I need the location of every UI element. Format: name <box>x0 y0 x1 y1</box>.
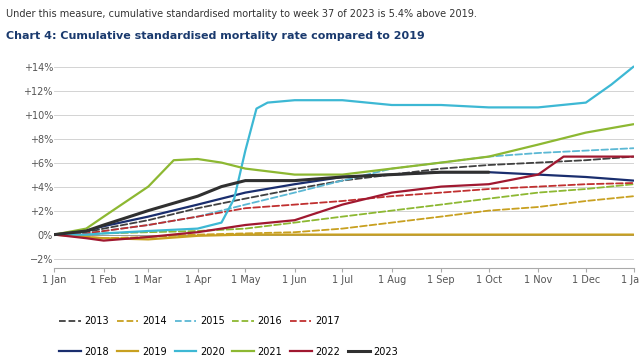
Legend: 2018, 2019, 2020, 2021, 2022, 2023: 2018, 2019, 2020, 2021, 2022, 2023 <box>60 347 398 356</box>
Text: Under this measure, cumulative standardised mortality to week 37 of 2023 is 5.4%: Under this measure, cumulative standardi… <box>6 9 477 19</box>
Text: Chart 4: Cumulative standardised mortality rate compared to 2019: Chart 4: Cumulative standardised mortali… <box>6 31 425 41</box>
